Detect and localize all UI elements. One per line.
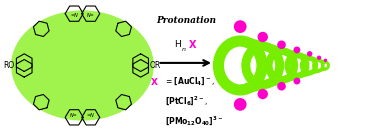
Text: OR: OR [150,61,161,70]
Text: Protonation: Protonation [156,16,216,25]
Point [316,57,322,59]
Text: N=: N= [87,13,94,18]
Point [237,103,243,105]
Point [322,59,328,61]
Point [294,80,300,82]
Point [307,53,313,55]
Point [260,36,266,38]
Text: $\mathbf{X}$: $\mathbf{X}$ [150,76,159,87]
Ellipse shape [11,10,154,121]
Text: H: H [174,40,181,49]
Text: $\mathbf{[PMo_{12}O_{40}]^{3-}}$: $\mathbf{[PMo_{12}O_{40}]^{3-}}$ [165,114,223,128]
Point [237,26,243,28]
Point [260,93,266,95]
Text: = $\mathbf{[AuCl_4]^-}$,: = $\mathbf{[AuCl_4]^-}$, [165,75,215,87]
Text: $\mathbf{[PtCl_6]^{2-}}$,: $\mathbf{[PtCl_6]^{2-}}$, [165,95,208,108]
Text: X: X [189,40,196,50]
Point [294,49,300,51]
Point [279,44,285,46]
Text: RO: RO [3,61,15,70]
Text: N=: N= [70,113,78,118]
Text: n: n [182,47,186,52]
Point [279,85,285,87]
Text: =N: =N [87,113,94,118]
Text: =N: =N [70,13,78,18]
